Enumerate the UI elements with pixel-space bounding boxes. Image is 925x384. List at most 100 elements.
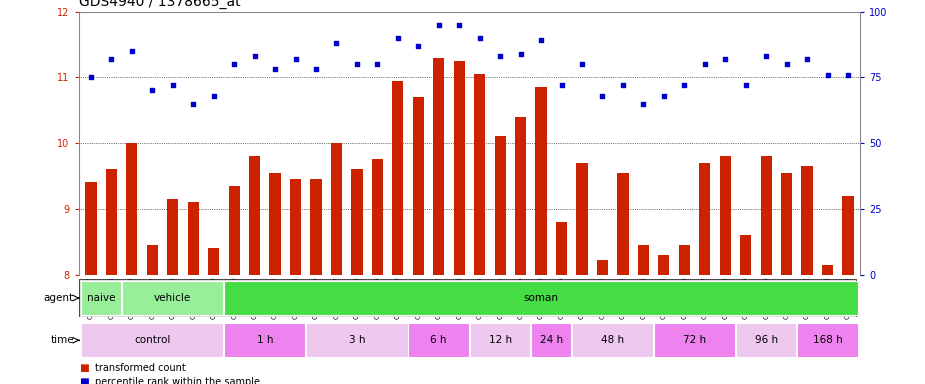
Bar (208, 248, 219, 275)
Bar (617, 173, 628, 275)
Point (779, 61, 794, 67)
Text: 48 h: 48 h (601, 335, 624, 345)
Bar (81, 323, 224, 357)
Bar (536, 87, 547, 275)
Bar (470, 323, 530, 357)
Bar (413, 97, 424, 275)
Point (431, 22, 446, 28)
Bar (679, 245, 690, 275)
Point (493, 53, 508, 59)
Bar (453, 61, 465, 275)
Point (309, 66, 324, 73)
Point (473, 35, 487, 41)
Bar (105, 169, 117, 275)
Text: 1 h: 1 h (256, 335, 273, 345)
Bar (822, 265, 833, 275)
Bar (81, 281, 121, 315)
Bar (306, 323, 408, 357)
Point (288, 56, 302, 62)
Point (390, 35, 405, 41)
Bar (269, 173, 280, 275)
Text: control: control (134, 335, 170, 345)
Bar (392, 81, 403, 275)
Bar (331, 143, 342, 275)
Bar (781, 173, 792, 275)
Point (697, 61, 712, 67)
Bar (352, 169, 363, 275)
Point (186, 101, 201, 107)
Bar (409, 323, 469, 357)
Point (451, 22, 466, 28)
Bar (126, 143, 138, 275)
Bar (556, 222, 567, 275)
Bar (801, 166, 813, 275)
Point (513, 51, 528, 57)
Point (411, 43, 426, 49)
Point (104, 56, 118, 62)
Bar (576, 163, 587, 275)
Text: 72 h: 72 h (683, 335, 706, 345)
Point (677, 82, 692, 88)
Point (554, 82, 569, 88)
Text: naive: naive (87, 293, 116, 303)
Point (329, 40, 344, 46)
Point (615, 82, 630, 88)
Bar (122, 281, 224, 315)
Point (166, 82, 180, 88)
Point (350, 61, 364, 67)
Bar (433, 58, 444, 275)
Bar (290, 179, 302, 275)
Point (657, 93, 672, 99)
Point (267, 66, 282, 73)
Point (636, 101, 651, 107)
Text: agent: agent (43, 293, 74, 303)
Point (595, 93, 610, 99)
Point (574, 61, 589, 67)
Bar (228, 186, 240, 275)
Bar (573, 323, 653, 357)
Bar (740, 235, 751, 275)
Point (125, 48, 140, 54)
Point (247, 53, 262, 59)
Point (227, 61, 241, 67)
Text: 96 h: 96 h (755, 335, 778, 345)
Bar (188, 202, 199, 275)
Text: soman: soman (524, 293, 559, 303)
Bar (760, 156, 771, 275)
Point (718, 56, 733, 62)
Point (83, 74, 98, 80)
Text: 24 h: 24 h (539, 335, 562, 345)
Point (738, 82, 753, 88)
Point (799, 56, 814, 62)
Bar (372, 159, 383, 275)
Bar (495, 136, 506, 275)
Bar (224, 281, 857, 315)
Bar (659, 255, 670, 275)
Point (758, 53, 773, 59)
Text: 168 h: 168 h (813, 335, 843, 345)
Bar (147, 245, 158, 275)
Bar (797, 323, 857, 357)
Bar (531, 323, 572, 357)
Point (534, 37, 549, 43)
Text: ■: ■ (79, 363, 89, 373)
Text: 6 h: 6 h (430, 335, 447, 345)
Bar (720, 156, 731, 275)
Point (206, 93, 221, 99)
Bar (224, 323, 305, 357)
Text: GDS4940 / 1378665_at: GDS4940 / 1378665_at (79, 0, 240, 9)
Bar (85, 182, 96, 275)
Bar (167, 199, 179, 275)
Bar (637, 245, 649, 275)
Bar (474, 74, 486, 275)
Bar (515, 117, 526, 275)
Point (841, 71, 856, 78)
Bar (843, 196, 854, 275)
Bar (654, 323, 735, 357)
Bar (311, 179, 322, 275)
Point (145, 87, 160, 93)
Text: 12 h: 12 h (488, 335, 512, 345)
Point (370, 61, 385, 67)
Bar (249, 156, 260, 275)
Text: time: time (50, 335, 74, 345)
